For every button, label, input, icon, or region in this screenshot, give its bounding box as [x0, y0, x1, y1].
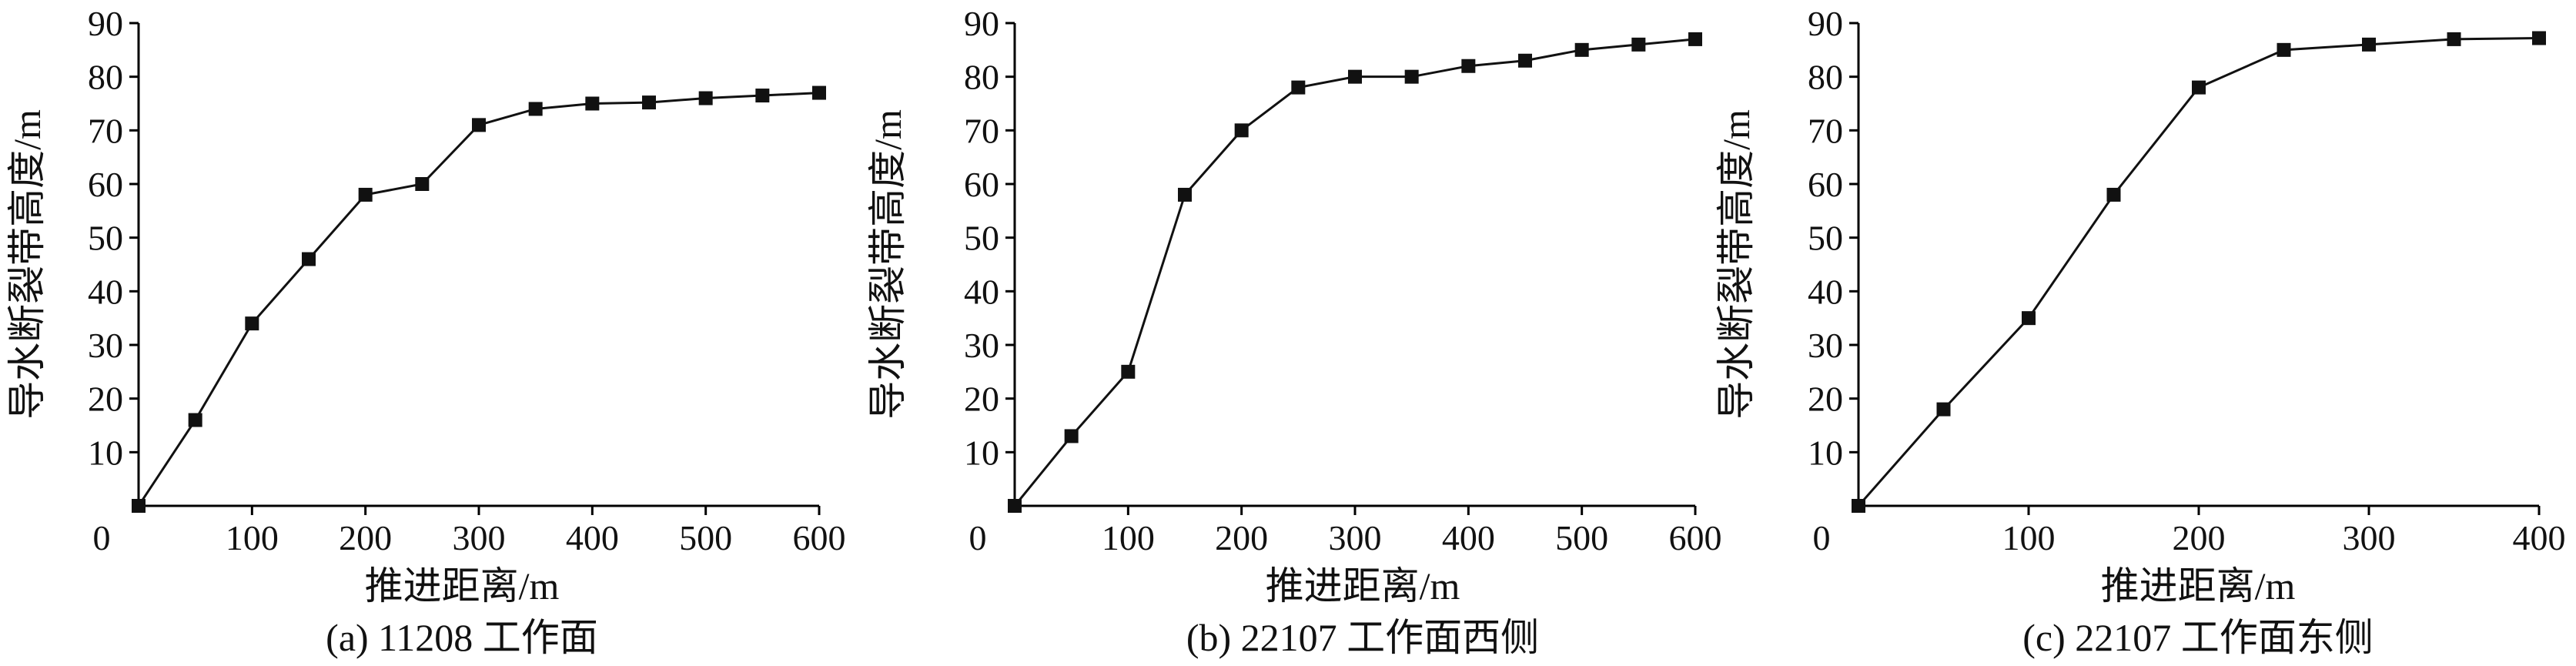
data-point-marker	[2106, 187, 2121, 202]
y-tick-label: 30	[88, 326, 123, 365]
x-tick-label: 500	[679, 518, 732, 557]
x-tick-label: 500	[1555, 518, 1608, 557]
y-tick-label: 10	[964, 433, 999, 472]
y-tick-label: 80	[88, 58, 123, 97]
series-line	[1013, 38, 1696, 507]
panel-c: 10 20 30 40 50 60 70 80 90 100 200 300 400 0 推进距离/m 导水断…	[1715, 4, 2566, 659]
data-point-marker	[188, 413, 202, 427]
x-axis-title: 推进距离/m	[1266, 564, 1460, 607]
x-tick-label: 400	[566, 518, 619, 557]
data-point-marker	[302, 252, 316, 266]
panel-a: 10 20 30 40 50 60 70 80 90 100 200 300 400 500 600 0 推进距…	[5, 4, 846, 659]
y-tick-label: 40	[964, 272, 999, 311]
data-point-marker	[755, 89, 770, 103]
data-point-marker	[1178, 187, 1192, 202]
y-tick-label: 80	[1808, 58, 1843, 97]
series-line	[1857, 37, 2540, 507]
origin-label: 0	[93, 518, 111, 557]
x-tick-label: 300	[453, 518, 506, 557]
data-point-marker	[2022, 311, 2036, 326]
data-point-marker	[1008, 499, 1022, 513]
y-tick-label: 60	[88, 165, 123, 204]
y-tick-label: 20	[88, 380, 123, 419]
data-point-marker	[1404, 69, 1419, 84]
data-point-marker	[585, 96, 600, 111]
data-point-marker	[1461, 59, 1476, 73]
y-tick-label: 50	[88, 219, 123, 258]
y-tick-label: 60	[964, 165, 999, 204]
y-tick-label: 70	[1808, 111, 1843, 150]
y-tick-label: 90	[964, 4, 999, 43]
data-point-marker	[2532, 31, 2546, 45]
x-tick-label: 600	[1669, 518, 1722, 557]
y-tick-label: 40	[1808, 272, 1843, 311]
data-point-marker	[1574, 42, 1589, 57]
x-tick-label: 300	[2343, 518, 2396, 557]
panel-caption: (a) 11208 工作面	[326, 616, 598, 659]
data-point-marker	[1631, 37, 1646, 52]
y-tick-label: 20	[964, 380, 999, 419]
data-point-marker	[642, 95, 656, 110]
data-point-marker	[698, 91, 713, 105]
x-tick-label: 400	[1442, 518, 1495, 557]
data-point-marker	[2192, 80, 2206, 95]
y-tick-label: 90	[88, 4, 123, 43]
data-point-marker	[358, 187, 373, 202]
data-point-marker	[528, 102, 543, 116]
y-tick-label: 70	[964, 111, 999, 150]
y-tick-label: 50	[964, 219, 999, 258]
y-tick-label: 90	[1808, 4, 1843, 43]
data-point-marker	[1688, 32, 1702, 46]
origin-label: 0	[969, 518, 987, 557]
y-axis-title: 导水断裂带高度/m	[5, 109, 49, 420]
data-point-marker	[245, 316, 259, 331]
y-tick-label: 30	[1808, 326, 1843, 365]
y-tick-label: 50	[1808, 219, 1843, 258]
x-tick-label: 600	[793, 518, 846, 557]
x-tick-label: 400	[2513, 518, 2566, 557]
y-tick-label: 30	[964, 326, 999, 365]
x-tick-label: 300	[1329, 518, 1382, 557]
data-point-marker	[1234, 123, 1249, 138]
x-tick-label: 200	[2173, 518, 2226, 557]
y-tick-label: 10	[1808, 433, 1843, 472]
y-axis-title: 导水断裂带高度/m	[866, 109, 909, 420]
panel-b: 10 20 30 40 50 60 70 80 90 100 200 300 400 500 600 0 推进距…	[866, 4, 1722, 659]
data-point-marker	[132, 499, 146, 513]
data-point-marker	[1348, 69, 1362, 84]
y-tick-label: 10	[88, 433, 123, 472]
y-tick-label: 60	[1808, 165, 1843, 204]
origin-label: 0	[1813, 518, 1831, 557]
y-axis-title: 导水断裂带高度/m	[1715, 109, 1758, 420]
data-point-marker	[1291, 80, 1306, 95]
data-point-marker	[2447, 32, 2461, 46]
x-tick-label: 200	[339, 518, 392, 557]
x-tick-label: 100	[1102, 518, 1155, 557]
data-point-marker	[2362, 37, 2376, 52]
x-tick-label: 200	[1215, 518, 1268, 557]
data-point-marker	[2277, 42, 2291, 57]
x-tick-label: 100	[2002, 518, 2056, 557]
data-point-marker	[1852, 499, 1865, 513]
panel-caption: (c) 22107 工作面东侧	[2022, 616, 2374, 659]
y-tick-label: 20	[1808, 380, 1843, 419]
data-point-marker	[1936, 402, 1951, 417]
data-point-marker	[812, 85, 826, 100]
x-tick-label: 100	[226, 518, 279, 557]
x-axis-title: 推进距离/m	[2101, 564, 2296, 607]
y-tick-label: 40	[88, 272, 123, 311]
data-point-marker	[472, 118, 486, 132]
y-tick-label: 70	[88, 111, 123, 150]
series-line	[137, 92, 820, 507]
y-tick-label: 80	[964, 58, 999, 97]
data-point-marker	[1518, 53, 1532, 68]
data-point-marker	[1121, 364, 1136, 379]
panel-caption: (b) 22107 工作面西侧	[1186, 616, 1539, 659]
x-axis-title: 推进距离/m	[365, 564, 560, 607]
data-point-marker	[1064, 429, 1079, 443]
data-point-marker	[415, 177, 430, 191]
